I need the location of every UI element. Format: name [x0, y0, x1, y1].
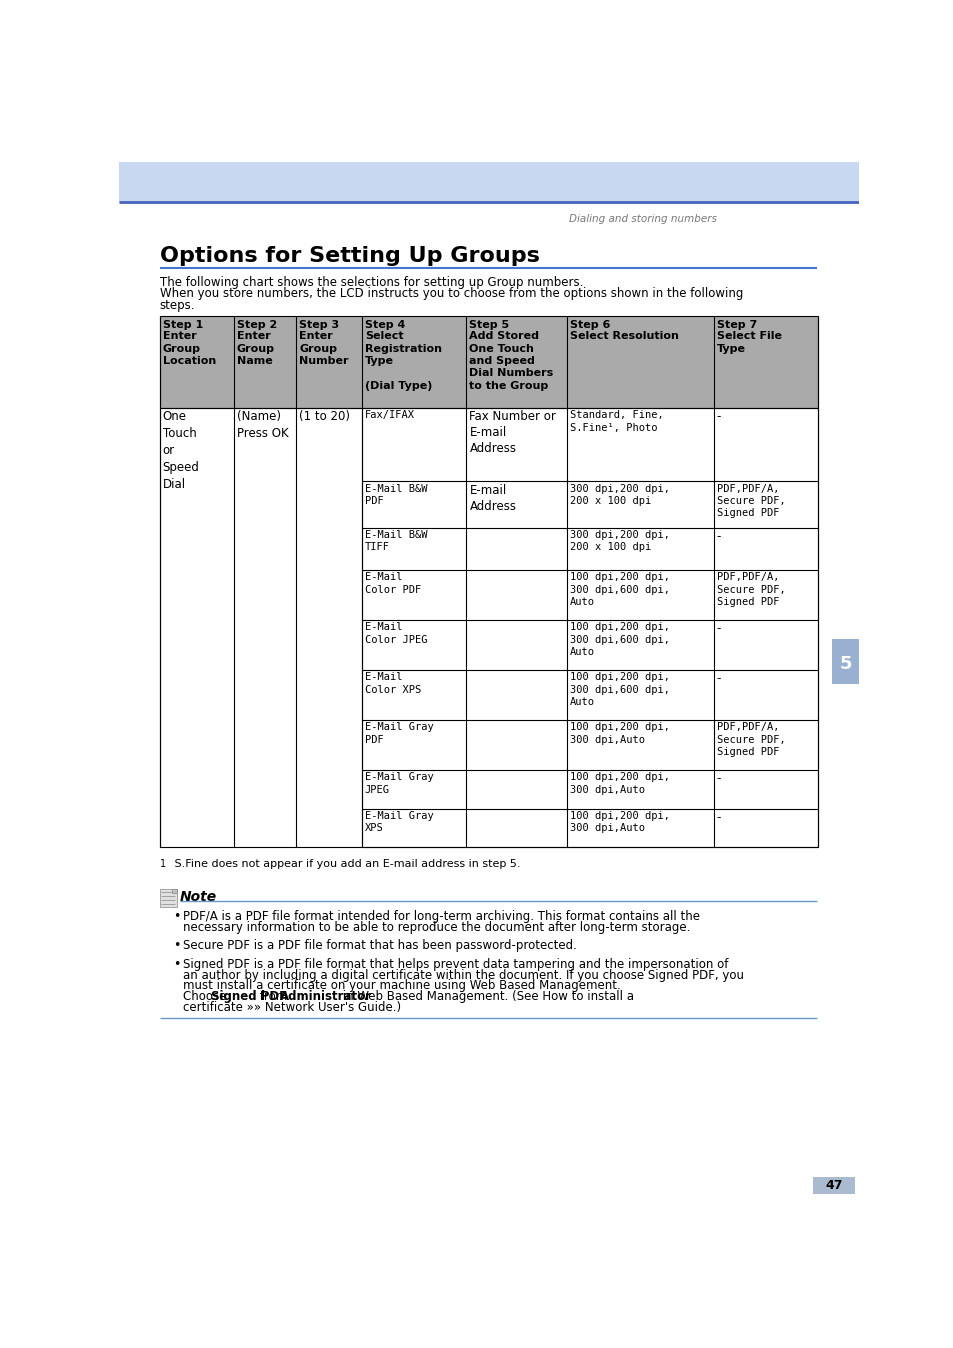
Text: E-Mail B&W
TIFF: E-Mail B&W TIFF — [364, 530, 427, 553]
Text: necessary information to be able to reproduce the document after long-term stora: necessary information to be able to repr… — [183, 921, 689, 934]
Text: Select File
Type: Select File Type — [716, 332, 781, 353]
Text: E-Mail
Color XPS: E-Mail Color XPS — [364, 673, 420, 694]
Text: Fax Number or
E-mail
Address: Fax Number or E-mail Address — [469, 411, 556, 456]
Text: Note: Note — [179, 890, 216, 905]
Text: 100 dpi,200 dpi,
300 dpi,Auto: 100 dpi,200 dpi, 300 dpi,Auto — [569, 811, 669, 833]
Text: When you store numbers, the LCD instructs you to choose from the options shown i: When you store numbers, the LCD instruct… — [159, 287, 742, 301]
Text: •: • — [173, 940, 181, 953]
Text: E-Mail
Color PDF: E-Mail Color PDF — [364, 572, 420, 594]
Text: Step 3: Step 3 — [298, 319, 339, 330]
Text: -: - — [716, 411, 720, 423]
Text: 300 dpi,200 dpi,
200 x 100 dpi: 300 dpi,200 dpi, 200 x 100 dpi — [569, 530, 669, 553]
Text: PDF,PDF/A,
Secure PDF,
Signed PDF: PDF,PDF/A, Secure PDF, Signed PDF — [716, 572, 784, 607]
Text: Add Stored
One Touch
and Speed
Dial Numbers
to the Group: Add Stored One Touch and Speed Dial Numb… — [469, 332, 553, 391]
Text: PDF,PDF/A,
Secure PDF,
Signed PDF: PDF,PDF/A, Secure PDF, Signed PDF — [716, 484, 784, 519]
Text: E-Mail
Color JPEG: E-Mail Color JPEG — [364, 623, 427, 644]
Text: 1: 1 — [159, 860, 166, 869]
Text: Step 2: Step 2 — [236, 319, 276, 330]
Text: E-Mail Gray
PDF: E-Mail Gray PDF — [364, 723, 433, 744]
Text: E-Mail Gray
XPS: E-Mail Gray XPS — [364, 811, 433, 833]
Text: (1 to 20): (1 to 20) — [298, 411, 350, 423]
Text: (Name)
Press OK: (Name) Press OK — [236, 411, 288, 441]
Text: 100 dpi,200 dpi,
300 dpi,600 dpi,
Auto: 100 dpi,200 dpi, 300 dpi,600 dpi, Auto — [569, 623, 669, 656]
Text: Step 6: Step 6 — [569, 319, 610, 330]
Text: E-mail
Address: E-mail Address — [469, 484, 516, 512]
Text: E-Mail B&W
PDF: E-Mail B&W PDF — [364, 484, 427, 506]
Text: from: from — [256, 991, 291, 1003]
Text: 300 dpi,200 dpi,
200 x 100 dpi: 300 dpi,200 dpi, 200 x 100 dpi — [569, 484, 669, 506]
Bar — [831, 639, 858, 683]
Text: PDF,PDF/A,
Secure PDF,
Signed PDF: PDF,PDF/A, Secure PDF, Signed PDF — [716, 723, 784, 758]
Text: steps.: steps. — [159, 299, 194, 311]
Text: Select
Registration
Type

(Dial Type): Select Registration Type (Dial Type) — [364, 332, 441, 391]
Text: Administrator: Administrator — [279, 991, 372, 1003]
Text: an author by including a digital certificate within the document. If you choose : an author by including a digital certifi… — [183, 969, 743, 981]
Text: S.Fine does not appear if you add an E-mail address in step 5.: S.Fine does not appear if you add an E-m… — [164, 860, 520, 869]
Text: Secure PDF is a PDF file format that has been password-protected.: Secure PDF is a PDF file format that has… — [183, 940, 576, 953]
Text: Select Resolution: Select Resolution — [569, 332, 678, 341]
Text: •: • — [173, 910, 181, 923]
Text: Enter
Group
Location: Enter Group Location — [162, 332, 215, 365]
Text: Signed PDF: Signed PDF — [212, 991, 287, 1003]
Text: 100 dpi,200 dpi,
300 dpi,Auto: 100 dpi,200 dpi, 300 dpi,Auto — [569, 772, 669, 795]
Text: One
Touch
or
Speed
Dial: One Touch or Speed Dial — [162, 411, 199, 492]
Text: PDF/A is a PDF file format intended for long-term archiving. This format contain: PDF/A is a PDF file format intended for … — [183, 910, 700, 923]
Text: Dialing and storing numbers: Dialing and storing numbers — [568, 214, 716, 224]
Text: Fax/IFAX: Fax/IFAX — [364, 411, 415, 421]
Text: Choose: Choose — [183, 991, 230, 1003]
Text: -: - — [716, 623, 720, 635]
Text: Enter
Group
Number: Enter Group Number — [298, 332, 348, 365]
Text: Enter
Group
Name: Enter Group Name — [236, 332, 274, 365]
Text: 47: 47 — [824, 1180, 841, 1192]
Text: E-Mail Gray
JPEG: E-Mail Gray JPEG — [364, 772, 433, 795]
Text: certificate »» Network User's Guide.): certificate »» Network User's Guide.) — [183, 1002, 400, 1014]
Bar — [159, 888, 176, 907]
Text: Signed PDF is a PDF file format that helps prevent data tampering and the impers: Signed PDF is a PDF file format that hel… — [183, 958, 727, 971]
Text: Step 1: Step 1 — [162, 319, 203, 330]
Text: •: • — [173, 958, 181, 971]
Bar — [172, 888, 176, 894]
Text: Options for Setting Up Groups: Options for Setting Up Groups — [159, 247, 538, 267]
Text: Step 5: Step 5 — [469, 319, 509, 330]
Text: Step 4: Step 4 — [364, 319, 405, 330]
Bar — [159, 315, 818, 408]
Text: must install a certificate on your machine using Web Based Management.: must install a certificate on your machi… — [183, 980, 619, 992]
Text: Step 7: Step 7 — [716, 319, 757, 330]
Text: -: - — [716, 673, 720, 685]
Text: -: - — [716, 772, 720, 786]
Text: 100 dpi,200 dpi,
300 dpi,Auto: 100 dpi,200 dpi, 300 dpi,Auto — [569, 723, 669, 744]
Text: 5: 5 — [839, 655, 851, 673]
Text: The following chart shows the selections for setting up Group numbers.: The following chart shows the selections… — [159, 276, 582, 288]
Bar — [812, 1177, 854, 1193]
Bar — [119, 162, 858, 202]
Text: -: - — [716, 811, 720, 824]
Text: 100 dpi,200 dpi,
300 dpi,600 dpi,
Auto: 100 dpi,200 dpi, 300 dpi,600 dpi, Auto — [569, 673, 669, 708]
Text: -: - — [716, 530, 720, 543]
Text: in Web Based Management. (See How to install a: in Web Based Management. (See How to ins… — [338, 991, 633, 1003]
Text: Standard, Fine,
S.Fine¹, Photo: Standard, Fine, S.Fine¹, Photo — [569, 411, 663, 433]
Text: 100 dpi,200 dpi,
300 dpi,600 dpi,
Auto: 100 dpi,200 dpi, 300 dpi,600 dpi, Auto — [569, 572, 669, 607]
